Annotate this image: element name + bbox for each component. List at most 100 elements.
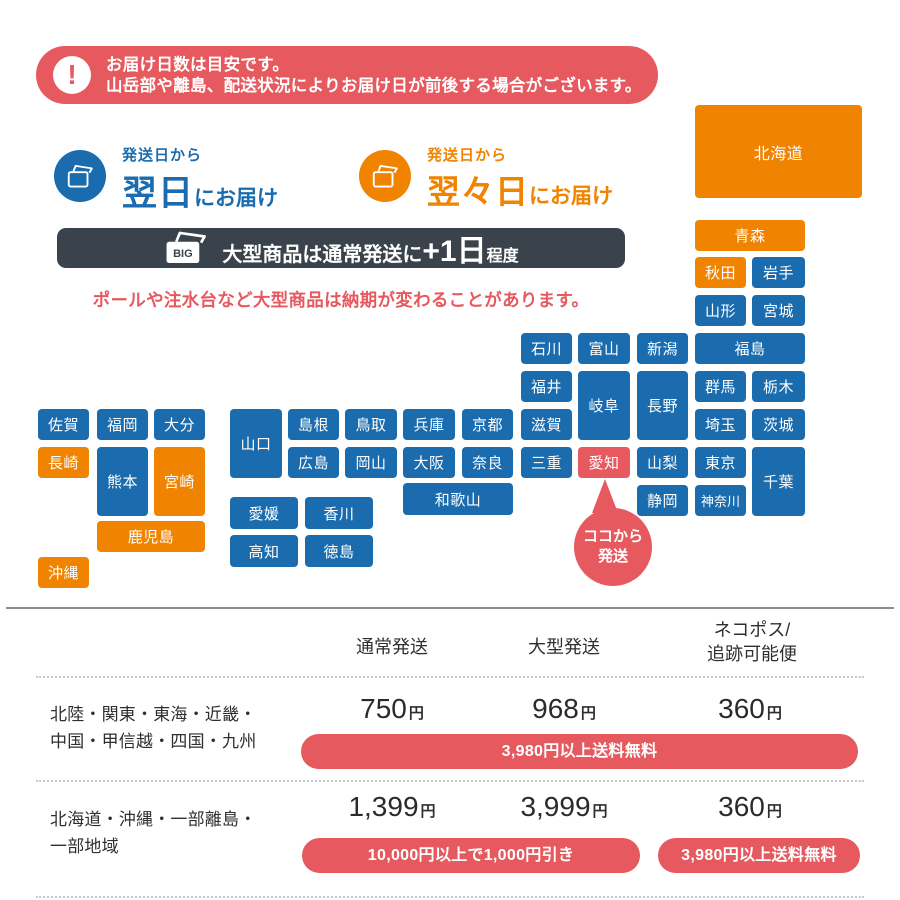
column-header-large: 大型発送 xyxy=(528,637,600,657)
pref-京都: 京都 xyxy=(462,409,513,440)
pref-奈良: 奈良 xyxy=(462,447,513,478)
pref-熊本: 熊本 xyxy=(97,447,148,516)
origin-callout-line1: ココから xyxy=(582,528,643,545)
pref-愛媛: 愛媛 xyxy=(230,497,298,529)
pref-千葉: 千葉 xyxy=(752,447,805,516)
dotted-divider xyxy=(36,676,864,678)
japan-map: 北海道 青森 秋田 岩手 山形 宮城 石川 富山 新潟 福島 福井 岐阜 長野 群馬 栃木 滋賀 埼玉 茨城 三重愛… xyxy=(38,105,862,588)
pref-秋田: 秋田 xyxy=(695,257,746,288)
pref-大阪: 大阪 xyxy=(403,447,455,478)
column-header-nekoposu-line2: 追跡可能便 xyxy=(707,644,797,664)
price-large-main: 968 円 xyxy=(532,693,596,724)
pref-鳥取: 鳥取 xyxy=(345,409,397,440)
pref-愛知: 愛知 xyxy=(578,447,630,478)
pref-長崎: 長崎 xyxy=(38,447,89,478)
big-item-banner: BIG 大型商品は通常発送に+1日程度 xyxy=(57,228,625,268)
pref-岐阜: 岐阜 xyxy=(578,371,630,440)
pref-広島: 広島 xyxy=(288,447,339,478)
table-top-border xyxy=(6,607,894,609)
pref-東京: 東京 xyxy=(695,447,746,478)
pref-栃木: 栃木 xyxy=(752,371,805,402)
pref-群馬: 群馬 xyxy=(695,371,746,402)
dotted-divider xyxy=(36,780,864,782)
callout-tail xyxy=(592,479,618,513)
delivery-emphasis: 翌々日 xyxy=(427,173,529,210)
free-shipping-pill: 3,980円以上送料無料 xyxy=(301,734,858,769)
pref-和歌山: 和歌山 xyxy=(403,483,513,515)
caution-note: ポールや注水台など大型商品は納期が変わることがあります。 xyxy=(92,290,590,310)
pref-長野: 長野 xyxy=(637,371,688,440)
pref-富山: 富山 xyxy=(578,333,630,364)
warning-line1: お届け日数は目安です。 xyxy=(106,56,290,74)
region-label-line2: 一部地域 xyxy=(50,837,119,856)
price-normal-remote: 1,399 円 xyxy=(348,791,436,822)
discount-pill: 10,000円以上で1,000円引き xyxy=(302,838,640,873)
pref-埼玉: 埼玉 xyxy=(695,409,746,440)
pref-徳島: 徳島 xyxy=(305,535,373,567)
column-header-nekoposu-line1: ネコポス/ xyxy=(713,620,791,640)
pref-高知: 高知 xyxy=(230,535,298,567)
big-text-post: 程度 xyxy=(486,248,519,265)
price-nekoposu-remote: 360 円 xyxy=(718,791,782,822)
pref-宮崎: 宮崎 xyxy=(154,447,205,516)
delivery-prefix: 発送日から xyxy=(122,147,203,164)
pref-岩手: 岩手 xyxy=(752,257,805,288)
region-label-remote: 北海道・沖縄・一部離島・ 一部地域 xyxy=(50,806,256,860)
pref-鹿児島: 鹿児島 xyxy=(97,521,205,552)
region-label-main: 北陸・関東・東海・近畿・ 中国・甲信越・四国・九州 xyxy=(50,701,256,755)
region-label-line1: 北陸・関東・東海・近畿・ xyxy=(50,705,257,724)
pref-福岡: 福岡 xyxy=(97,409,148,440)
big-badge-label: BIG xyxy=(173,248,193,260)
pref-岡山: 岡山 xyxy=(345,447,397,478)
delivery-suffix: にお届け xyxy=(194,187,279,210)
pref-香川: 香川 xyxy=(305,497,373,529)
pref-宮城: 宮城 xyxy=(752,295,805,326)
column-header-normal: 通常発送 xyxy=(356,637,428,657)
price-normal-main: 750 円 xyxy=(360,693,424,724)
pref-福島: 福島 xyxy=(695,333,805,364)
pref-沖縄: 沖縄 xyxy=(38,557,89,588)
delivery-prefix: 発送日から xyxy=(427,147,508,164)
big-box-icon: BIG xyxy=(163,230,209,266)
big-text-plus: +1日 xyxy=(422,235,487,268)
warning-banner: ! お届け日数は目安です。 山岳部や離島、配送状況によりお届け日が前後する場合が… xyxy=(36,46,658,104)
pref-佐賀: 佐賀 xyxy=(38,409,89,440)
pref-茨城: 茨城 xyxy=(752,409,805,440)
pref-山形: 山形 xyxy=(695,295,746,326)
pref-大分: 大分 xyxy=(154,409,205,440)
delivery-day-after-next-text: 発送日から 翌々日にお届け xyxy=(427,144,613,213)
pref-山口: 山口 xyxy=(230,409,282,478)
pref-滋賀: 滋賀 xyxy=(521,409,572,440)
pref-福井: 福井 xyxy=(521,371,572,402)
big-text-pre: 大型商品は通常発送に xyxy=(222,244,423,266)
price-large-remote: 3,999 円 xyxy=(520,791,608,822)
column-header-nekoposu: ネコポス/ 追跡可能便 xyxy=(707,618,797,666)
price-nekoposu-main: 360 円 xyxy=(718,693,782,724)
pref-兵庫: 兵庫 xyxy=(403,409,455,440)
free-shipping-pill: 3,980円以上送料無料 xyxy=(658,838,860,873)
origin-callout: ココから 発送 xyxy=(574,508,652,586)
warning-line2: 山岳部や離島、配送状況によりお届け日が前後する場合がございます。 xyxy=(106,76,642,95)
exclamation-icon: ! xyxy=(53,56,91,94)
delivery-next-day-text: 発送日から 翌日にお届け xyxy=(122,144,278,216)
pref-静岡: 静岡 xyxy=(637,485,688,516)
package-icon xyxy=(359,150,411,202)
pref-石川: 石川 xyxy=(521,333,572,364)
big-item-text: 大型商品は通常発送に+1日程度 xyxy=(222,226,518,270)
package-icon xyxy=(54,150,106,202)
origin-callout-line2: 発送 xyxy=(597,548,628,565)
delivery-suffix: にお届け xyxy=(529,185,613,208)
dotted-divider xyxy=(36,896,864,898)
pref-北海道: 北海道 xyxy=(695,105,862,198)
pref-三重: 三重 xyxy=(521,447,572,478)
pref-島根: 島根 xyxy=(288,409,339,440)
pref-新潟: 新潟 xyxy=(637,333,688,364)
warning-text: お届け日数は目安です。 山岳部や離島、配送状況によりお届け日が前後する場合がござ… xyxy=(106,55,642,96)
pref-神奈川: 神奈川 xyxy=(695,485,746,516)
pref-山梨: 山梨 xyxy=(637,447,688,478)
pref-青森: 青森 xyxy=(695,220,805,251)
region-label-line1: 北海道・沖縄・一部離島・ xyxy=(50,810,257,829)
region-label-line2: 中国・甲信越・四国・九州 xyxy=(50,732,257,751)
delivery-emphasis: 翌日 xyxy=(122,174,195,213)
